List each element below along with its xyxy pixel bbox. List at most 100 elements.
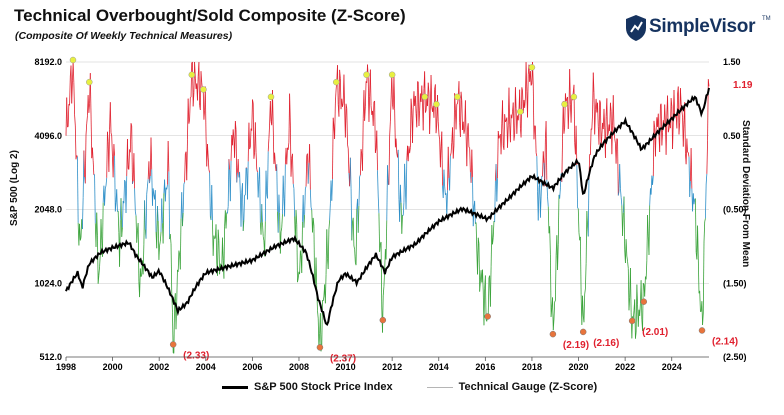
gauge-segment xyxy=(251,99,253,131)
gauge-segment xyxy=(620,188,622,198)
gauge-segment xyxy=(707,79,710,87)
gauge-segment xyxy=(378,213,381,252)
gauge-segment xyxy=(212,235,215,256)
gauge-segment xyxy=(94,174,96,224)
gauge-segment xyxy=(131,125,133,184)
gauge-segment xyxy=(590,128,592,155)
gauge-segment xyxy=(672,120,674,150)
gauge-segment xyxy=(150,137,153,170)
gauge-segment xyxy=(494,180,496,223)
peak-marker xyxy=(528,64,536,71)
gauge-segment xyxy=(312,217,315,226)
gauge-segment xyxy=(362,118,364,171)
gauge-segment xyxy=(344,103,347,138)
gauge-segment xyxy=(389,99,392,122)
gauge-segment xyxy=(492,237,494,245)
gauge-segment xyxy=(114,202,117,212)
gauge-segment xyxy=(500,123,503,155)
gauge-segment xyxy=(648,205,651,255)
gauge-segment xyxy=(478,243,481,292)
gauge-segment xyxy=(388,136,391,185)
gauge-segment xyxy=(297,278,299,283)
gauge-segment xyxy=(699,290,701,312)
gauge-segment xyxy=(513,134,516,141)
gauge-segment xyxy=(610,102,612,112)
gauge-segment xyxy=(110,132,113,136)
gauge-segment xyxy=(207,143,209,158)
gauge-segment xyxy=(505,120,507,123)
gauge-segment xyxy=(142,244,145,275)
gauge-segment xyxy=(92,160,95,176)
gauge-segment xyxy=(364,81,367,107)
gauge-segment xyxy=(456,103,458,105)
gauge-segment xyxy=(229,160,232,202)
gauge-segment xyxy=(665,113,668,155)
gauge-segment xyxy=(569,69,571,105)
gauge-segment xyxy=(359,174,361,177)
gauge-segment xyxy=(121,227,123,237)
gauge-segment xyxy=(159,241,161,246)
gauge-segment xyxy=(339,69,341,79)
gauge-segment xyxy=(443,169,446,187)
gauge-segment xyxy=(66,97,68,127)
gauge-segment xyxy=(342,103,344,107)
y-right-tick-label: (0.50) xyxy=(723,205,747,215)
gauge-segment xyxy=(616,138,618,140)
gauge-segment xyxy=(611,125,613,155)
gauge-segment xyxy=(410,98,413,111)
gauge-segment xyxy=(607,132,609,137)
gauge-segment xyxy=(357,205,360,233)
legend-swatch-price xyxy=(222,385,248,389)
gauge-segment xyxy=(186,139,188,181)
peak-marker xyxy=(421,93,429,101)
gauge-segment xyxy=(85,123,88,136)
gauge-segment xyxy=(552,297,554,331)
gauge-segment xyxy=(299,250,302,256)
gauge-segment xyxy=(386,165,388,221)
gauge-segment xyxy=(424,110,427,113)
gauge-segment xyxy=(124,179,126,182)
gauge-segment xyxy=(360,149,363,155)
gauge-segment xyxy=(667,129,670,133)
gauge-segment xyxy=(157,206,159,222)
gauge-segment xyxy=(491,225,493,245)
gauge-segment xyxy=(269,100,272,122)
gauge-segment xyxy=(382,286,385,296)
gauge-segment xyxy=(235,129,238,183)
gauge-segment xyxy=(267,151,269,199)
gauge-segment xyxy=(109,102,112,133)
gauge-segment xyxy=(264,221,266,257)
gauge-segment xyxy=(136,230,138,243)
gauge-segment xyxy=(304,186,307,190)
gauge-segment xyxy=(256,169,258,173)
gauge-segment xyxy=(537,187,540,221)
gauge-segment xyxy=(215,224,218,264)
gauge-segment xyxy=(469,147,471,173)
trough-marker xyxy=(379,316,387,324)
trough-label: (2.33) xyxy=(183,350,209,361)
gauge-segment xyxy=(689,181,691,197)
gauge-segment xyxy=(140,275,143,277)
gauge-segment xyxy=(189,97,191,121)
legend: S&P 500 Stock Price Index Technical Gaug… xyxy=(222,381,631,393)
y-axis-right-label: Standard Deviation From Mean xyxy=(740,120,751,268)
gauge-segment xyxy=(304,188,306,215)
gauge-segment xyxy=(525,62,528,92)
peak-marker xyxy=(188,71,196,78)
gauge-segment xyxy=(377,170,379,197)
x-tick-label: 2008 xyxy=(289,362,309,372)
gauge-segment xyxy=(184,153,186,183)
gauge-segment xyxy=(557,244,559,271)
chart-subtitle: (Composite Of Weekly Technical Measures) xyxy=(15,30,233,42)
gauge-segment xyxy=(549,254,552,318)
gauge-segment xyxy=(504,114,506,122)
gauge-segment xyxy=(412,107,414,143)
gauge-segment xyxy=(74,114,76,126)
gauge-segment xyxy=(290,158,293,177)
gauge-segment xyxy=(242,220,245,231)
gauge-segment xyxy=(387,165,389,185)
gauge-segment xyxy=(609,102,611,132)
gauge-segment xyxy=(282,175,285,199)
price-line xyxy=(65,87,710,327)
gauge-segment xyxy=(635,284,638,333)
